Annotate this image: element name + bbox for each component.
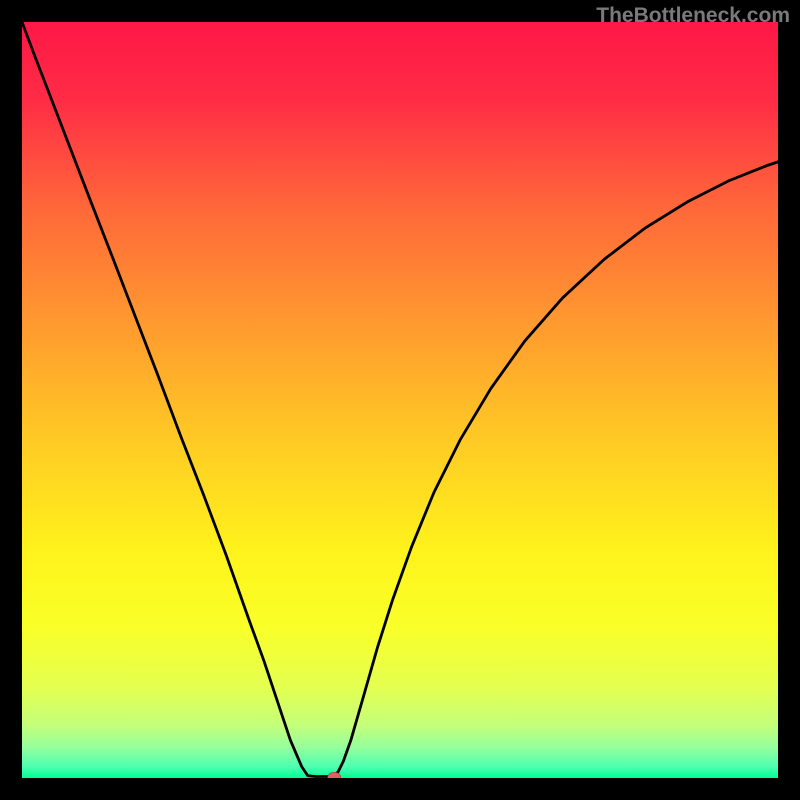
gradient-background [22, 22, 778, 778]
plot-area [22, 22, 778, 778]
watermark-text: TheBottleneck.com [596, 4, 790, 28]
plot-svg [22, 22, 778, 778]
chart-container: TheBottleneck.com [0, 0, 800, 800]
